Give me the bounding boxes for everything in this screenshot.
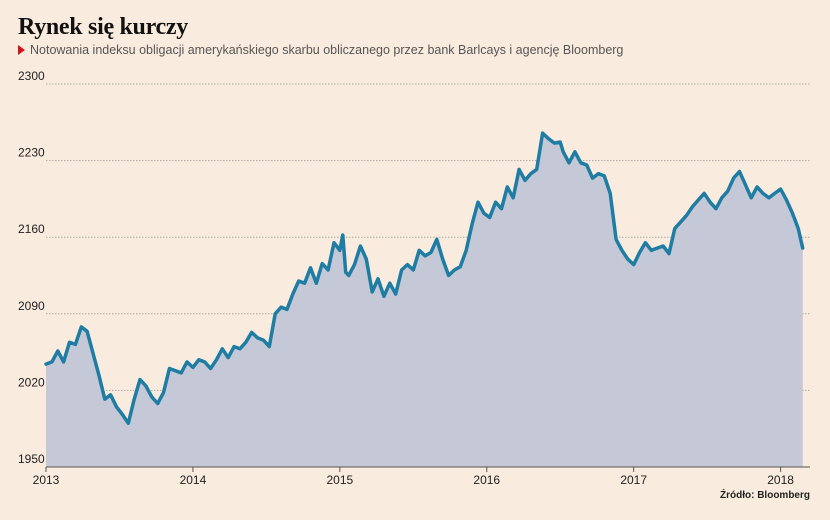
- y-tick-label: 2020: [18, 375, 45, 389]
- series-line: [44, 131, 805, 425]
- y-tick-label: 2160: [18, 222, 45, 236]
- x-tick-label: 2016: [473, 473, 500, 487]
- y-axis-ticks: 1950 2020 2090 2160 2230 2300: [18, 69, 45, 466]
- y-tick-label: 2230: [18, 146, 45, 160]
- series-area-fill: [46, 133, 803, 467]
- x-tick-label: 2013: [33, 473, 60, 487]
- x-tick-label: 2017: [620, 473, 647, 487]
- y-tick-label: 1950: [18, 452, 45, 466]
- chart-subtitle: Notowania indeksu obligacji amerykańskie…: [18, 43, 623, 57]
- red-triangle-icon: [18, 45, 25, 55]
- y-tick-label: 2300: [18, 69, 45, 83]
- x-axis-ticks: 2013 2014 2015 2016 2017 2018: [33, 467, 794, 487]
- y-tick-label: 2090: [18, 299, 45, 313]
- chart-title: Rynek się kurczy: [18, 14, 188, 40]
- x-tick-label: 2015: [326, 473, 353, 487]
- subtitle-text: Notowania indeksu obligacji amerykańskie…: [30, 43, 624, 57]
- source-note: Źródło: Bloomberg: [720, 490, 810, 501]
- x-tick-label: 2018: [767, 473, 794, 487]
- x-tick-label: 2014: [180, 473, 207, 487]
